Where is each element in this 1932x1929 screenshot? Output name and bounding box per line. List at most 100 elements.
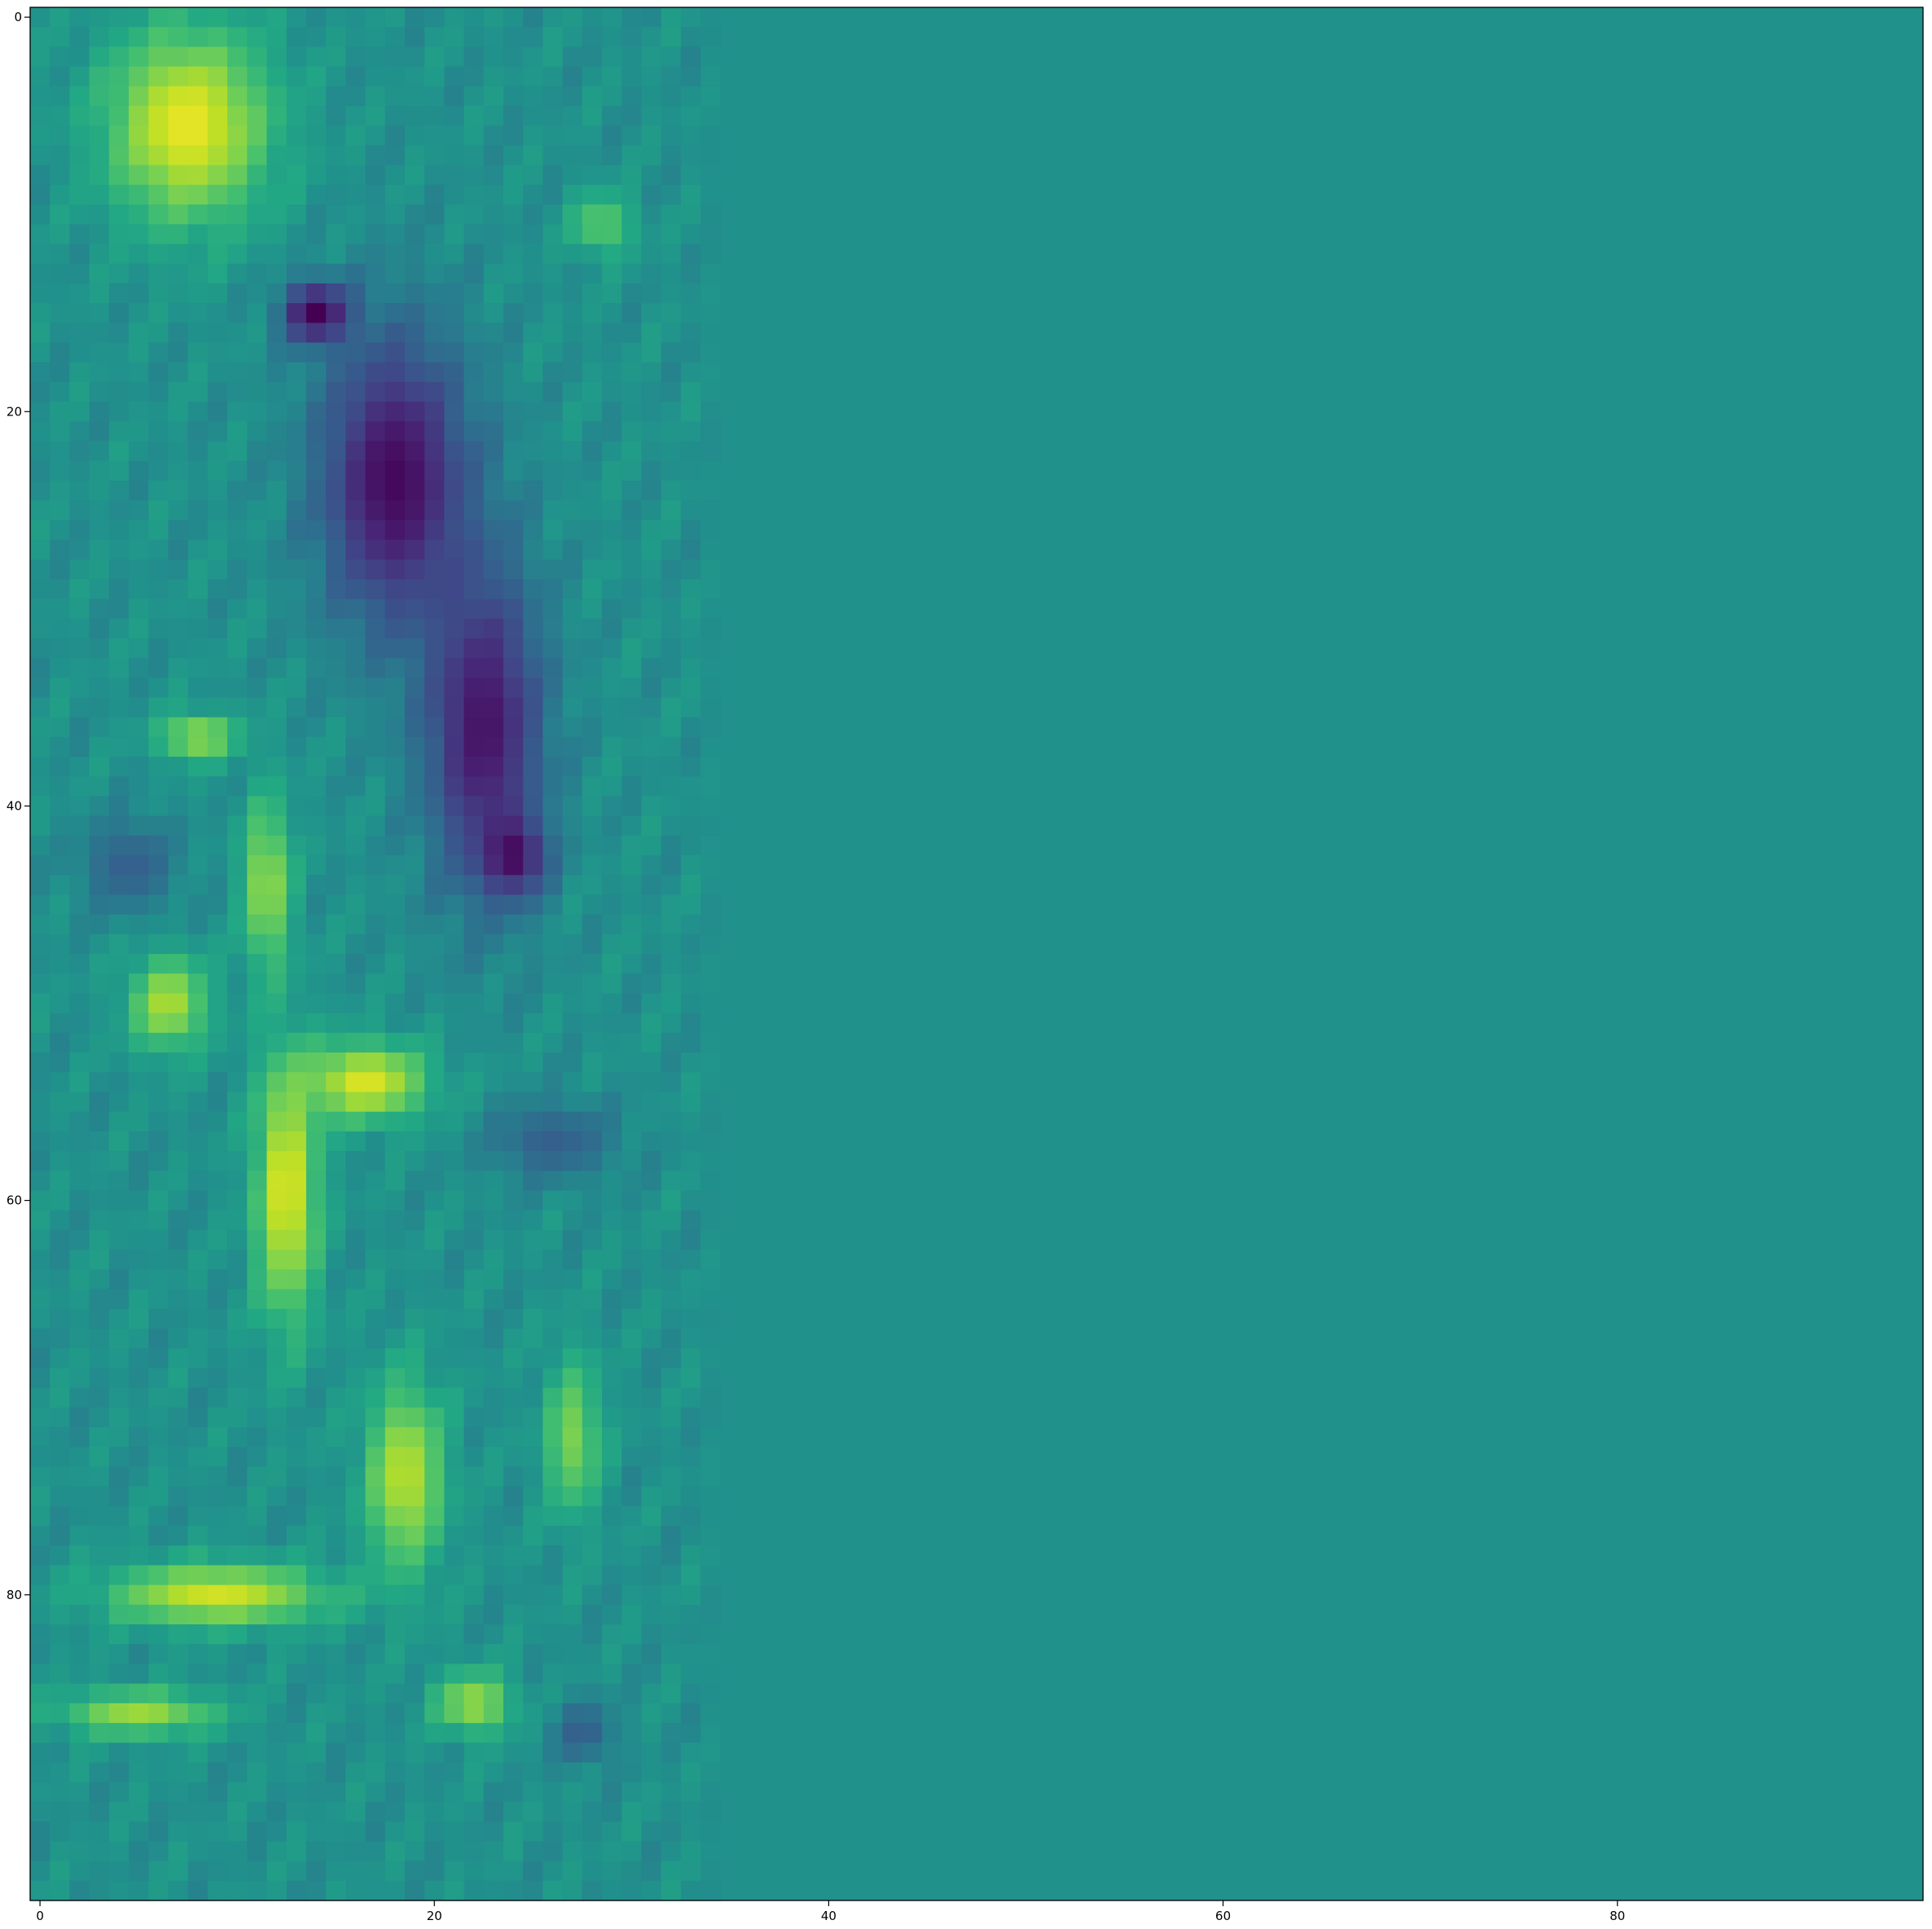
heatmap-cell bbox=[345, 1032, 367, 1053]
heatmap-cell bbox=[542, 914, 564, 935]
heatmap-cell bbox=[483, 1052, 504, 1073]
heatmap-cell bbox=[247, 1782, 268, 1803]
heatmap-cell bbox=[50, 1427, 71, 1448]
heatmap-cell bbox=[680, 559, 701, 580]
heatmap-cell bbox=[602, 244, 622, 265]
heatmap-cell bbox=[30, 815, 50, 837]
heatmap-cell bbox=[404, 1861, 425, 1882]
heatmap-cell bbox=[89, 599, 110, 620]
heatmap-cell bbox=[365, 756, 386, 777]
heatmap-cell bbox=[266, 736, 288, 758]
heatmap-cell bbox=[207, 973, 228, 995]
heatmap-cell bbox=[108, 1210, 130, 1231]
heatmap-cell bbox=[129, 204, 149, 225]
heatmap-cell bbox=[30, 875, 50, 895]
heatmap-cell bbox=[661, 599, 682, 620]
heatmap-cell bbox=[266, 1447, 288, 1468]
heatmap-cell bbox=[641, 1703, 662, 1724]
heatmap-cell bbox=[286, 1821, 307, 1842]
heatmap-cell bbox=[463, 638, 485, 659]
heatmap-cell bbox=[444, 1407, 465, 1428]
heatmap-cell bbox=[700, 1683, 721, 1704]
heatmap-cell bbox=[661, 362, 682, 383]
heatmap-cell bbox=[523, 875, 544, 895]
heatmap-cell bbox=[148, 1387, 169, 1408]
heatmap-cell bbox=[89, 46, 110, 68]
heatmap-cell bbox=[404, 323, 425, 344]
heatmap-cell bbox=[50, 756, 71, 777]
heatmap-cell bbox=[148, 381, 169, 402]
heatmap-cell bbox=[326, 165, 346, 186]
heatmap-cell bbox=[661, 1407, 682, 1428]
heatmap-cell bbox=[424, 1466, 445, 1487]
heatmap-cell bbox=[542, 1032, 564, 1053]
heatmap-cell bbox=[503, 1841, 524, 1862]
heatmap-cell bbox=[50, 283, 71, 304]
heatmap-cell bbox=[641, 1486, 662, 1507]
heatmap-cell bbox=[602, 1663, 622, 1685]
heatmap-cell bbox=[89, 756, 110, 777]
heatmap-cell bbox=[50, 1447, 71, 1468]
heatmap-cell bbox=[602, 1861, 622, 1882]
heatmap-cell bbox=[108, 460, 130, 481]
heatmap-cell bbox=[227, 599, 248, 620]
heatmap-cell bbox=[247, 441, 268, 462]
heatmap-cell bbox=[700, 7, 721, 28]
heatmap-cell bbox=[247, 421, 268, 442]
heatmap-cell bbox=[129, 1663, 149, 1685]
heatmap-cell bbox=[168, 1171, 189, 1192]
heatmap-cell bbox=[365, 1387, 386, 1408]
heatmap-cell bbox=[680, 855, 701, 876]
heatmap-cell bbox=[305, 697, 327, 718]
heatmap-cell bbox=[542, 165, 564, 186]
heatmap-cell bbox=[384, 381, 406, 402]
heatmap-cell bbox=[148, 855, 169, 876]
heatmap-cell bbox=[168, 1348, 189, 1369]
heatmap-cell bbox=[404, 697, 425, 718]
heatmap-cell bbox=[50, 323, 71, 344]
heatmap-cell bbox=[641, 1368, 662, 1389]
heatmap-cell bbox=[129, 1072, 149, 1093]
heatmap-cell bbox=[50, 1308, 71, 1329]
heatmap-cell bbox=[187, 1151, 209, 1171]
heatmap-cell bbox=[345, 1486, 367, 1507]
heatmap-cell bbox=[661, 1151, 682, 1171]
heatmap-cell bbox=[680, 697, 701, 718]
heatmap-cell bbox=[286, 579, 307, 600]
heatmap-cell bbox=[503, 421, 524, 442]
heatmap-cell bbox=[129, 1762, 149, 1783]
heatmap-cell bbox=[326, 599, 346, 620]
heatmap-cell bbox=[483, 244, 504, 265]
heatmap-cell bbox=[69, 1584, 90, 1606]
heatmap-cell bbox=[108, 815, 130, 837]
heatmap-cell bbox=[602, 1407, 622, 1428]
heatmap-cell bbox=[305, 776, 327, 797]
heatmap-cell bbox=[168, 1427, 189, 1448]
heatmap-cell bbox=[227, 954, 248, 974]
heatmap-cell bbox=[108, 1269, 130, 1290]
heatmap-cell bbox=[661, 618, 682, 639]
heatmap-cell bbox=[602, 894, 622, 916]
heatmap-cell bbox=[326, 381, 346, 402]
heatmap-cell bbox=[404, 875, 425, 895]
heatmap-cell bbox=[503, 1250, 524, 1270]
heatmap-cell bbox=[384, 1250, 406, 1270]
heatmap-cell bbox=[50, 1111, 71, 1132]
heatmap-cell bbox=[50, 520, 71, 541]
heatmap-cell bbox=[305, 1111, 327, 1132]
heatmap-cell bbox=[365, 736, 386, 758]
heatmap-cell bbox=[444, 875, 465, 895]
heatmap-cell bbox=[463, 1052, 485, 1073]
heatmap-cell bbox=[404, 1683, 425, 1704]
heatmap-cell bbox=[523, 1466, 544, 1487]
heatmap-cell bbox=[89, 165, 110, 186]
heatmap-cell bbox=[326, 835, 346, 856]
heatmap-cell bbox=[542, 125, 564, 147]
heatmap-cell bbox=[50, 1526, 71, 1546]
heatmap-cell bbox=[523, 362, 544, 383]
heatmap-cell bbox=[483, 145, 504, 166]
heatmap-cell bbox=[365, 1032, 386, 1053]
heatmap-cell bbox=[207, 1250, 228, 1270]
heatmap-cell bbox=[444, 481, 465, 501]
heatmap-cell bbox=[582, 27, 603, 48]
